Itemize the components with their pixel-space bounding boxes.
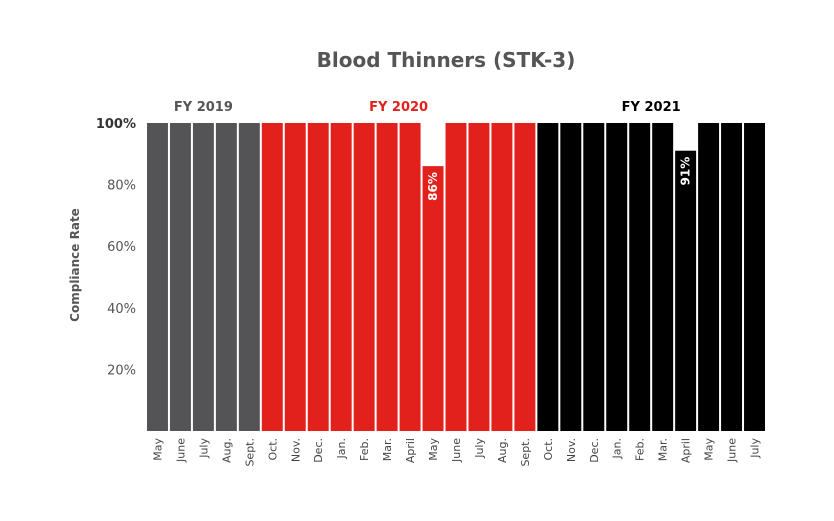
x-tick-15: Aug. [496, 438, 509, 463]
x-tick-8: Jan. [335, 438, 348, 459]
data-label-12: 86% [426, 172, 440, 201]
bar-5 [261, 123, 283, 431]
bar-26 [744, 123, 765, 431]
bar-10 [376, 123, 398, 431]
x-tick-24: May [703, 438, 716, 461]
bar-11 [399, 123, 421, 431]
bar-7 [307, 123, 329, 431]
y-tick-100: 100% [96, 117, 136, 132]
y-tick-60: 60% [107, 240, 136, 255]
bar-3 [215, 123, 237, 431]
bars [147, 123, 765, 431]
bar-25 [721, 123, 743, 431]
x-tick-26: July [749, 438, 762, 459]
x-tick-4: Sept. [243, 438, 256, 467]
bar-14 [468, 123, 490, 431]
x-tick-13: June [450, 438, 463, 463]
x-tick-20: Jan. [611, 438, 624, 459]
x-tick-7: Dec. [312, 438, 325, 463]
bar-12 [422, 166, 444, 431]
fiscal-year-labels: FY 2019 FY 2020 FY 2021 [174, 100, 681, 115]
y-axis-ticks: 20% 40% 60% 80% 100% [96, 117, 136, 378]
x-tick-3: Aug. [220, 438, 233, 463]
x-tick-0: May [151, 438, 164, 461]
x-tick-1: June [174, 438, 187, 463]
fy-label-2: FY 2021 [622, 100, 681, 115]
bar-24 [698, 123, 720, 431]
x-axis-ticks: May June July Aug. Sept. Oct. Nov. Dec. Jan. Feb.… [151, 438, 761, 467]
x-tick-23: April [680, 438, 693, 463]
data-label-23: 91% [679, 157, 693, 186]
x-tick-10: Mar. [381, 438, 394, 461]
bar-17 [537, 123, 559, 431]
x-tick-22: Mar. [657, 438, 670, 461]
bar-18 [560, 123, 582, 431]
bar-2 [192, 123, 214, 431]
y-tick-20: 20% [107, 363, 136, 378]
x-tick-21: Feb. [634, 438, 647, 461]
bar-0 [147, 123, 168, 431]
x-tick-5: Oct. [266, 438, 279, 461]
bar-21 [629, 123, 651, 431]
bar-20 [606, 123, 628, 431]
bar-9 [353, 123, 375, 431]
bar-16 [514, 123, 536, 431]
data-labels: 86% 91% [426, 157, 693, 201]
fy-label-0: FY 2019 [174, 100, 233, 115]
bar-13 [445, 123, 467, 431]
x-tick-19: Dec. [588, 438, 601, 463]
bar-6 [284, 123, 306, 431]
x-tick-11: April [404, 438, 417, 463]
x-tick-6: Nov. [289, 438, 302, 462]
x-tick-25: June [726, 438, 739, 463]
y-axis-label: Compliance Rate [68, 208, 82, 322]
bar-23 [675, 150, 697, 431]
y-tick-80: 80% [107, 179, 136, 194]
x-tick-14: July [473, 438, 486, 459]
bar-8 [330, 123, 352, 431]
x-tick-2: July [197, 438, 210, 459]
y-tick-40: 40% [107, 302, 136, 317]
x-tick-17: Oct. [542, 438, 555, 461]
bar-4 [238, 123, 260, 431]
bar-15 [491, 123, 513, 431]
chart-title: Blood Thinners (STK-3) [317, 48, 576, 72]
bar-22 [652, 123, 674, 431]
x-tick-16: Sept. [519, 438, 532, 467]
x-tick-12: May [427, 438, 440, 461]
bar-19 [583, 123, 605, 431]
x-tick-9: Feb. [358, 438, 371, 461]
bar-1 [169, 123, 191, 431]
fy-label-1: FY 2020 [369, 100, 428, 115]
x-tick-18: Nov. [565, 438, 578, 462]
